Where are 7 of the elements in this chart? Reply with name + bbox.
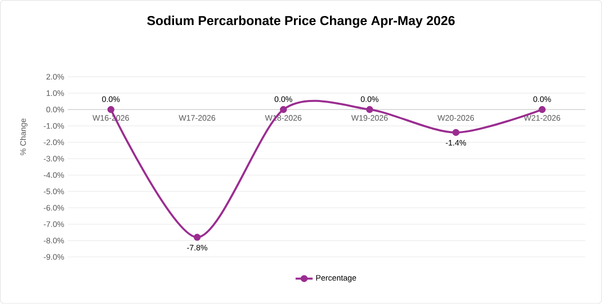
point	[194, 234, 201, 241]
chart-title: Sodium Percarbonate Price Change Apr-May 2026	[147, 16, 455, 28]
point	[452, 129, 460, 136]
point	[280, 106, 287, 114]
point	[107, 106, 114, 114]
point	[366, 106, 374, 114]
point	[538, 106, 546, 114]
